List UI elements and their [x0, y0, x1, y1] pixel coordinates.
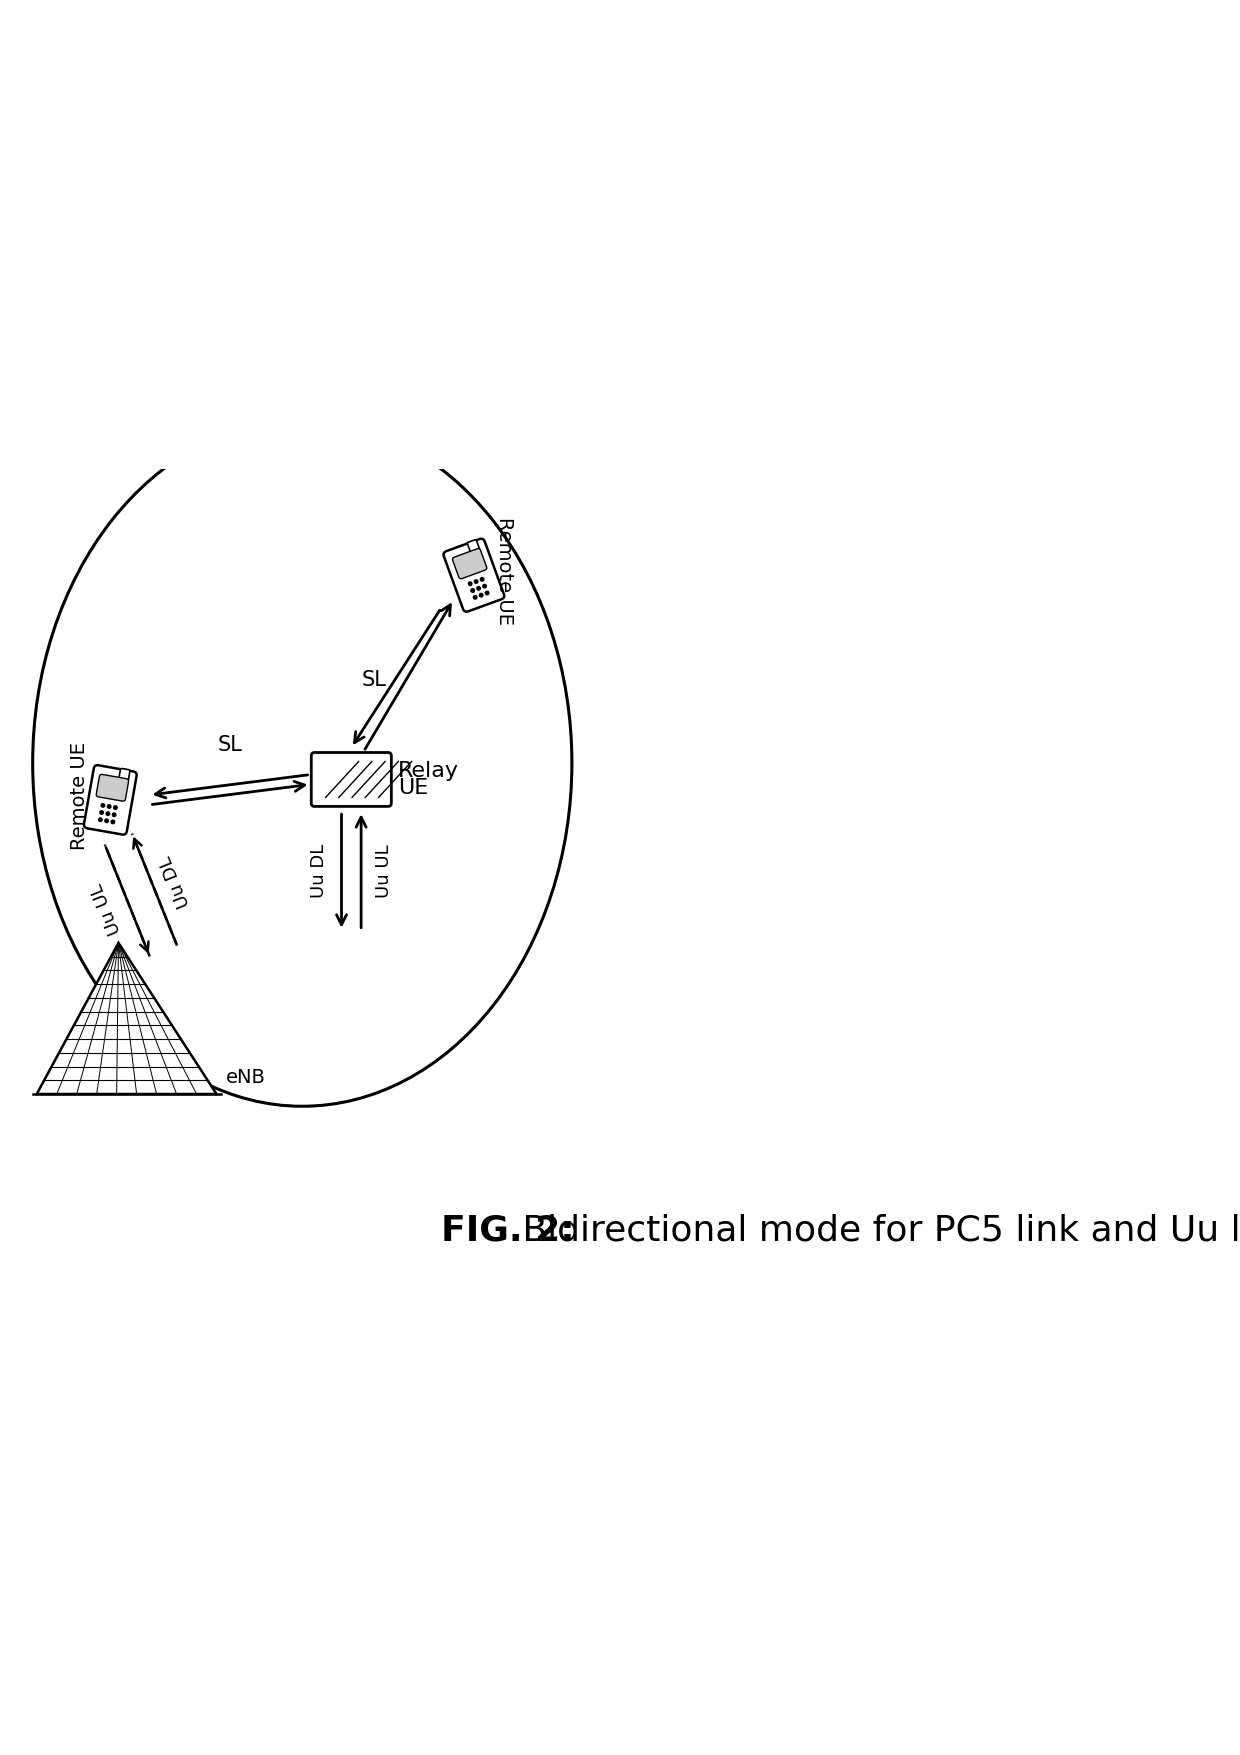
Circle shape: [107, 813, 109, 816]
Circle shape: [102, 804, 104, 807]
Text: Remote UE: Remote UE: [69, 742, 89, 849]
Text: Uu UL: Uu UL: [374, 844, 393, 899]
Text: FIG. 2:: FIG. 2:: [441, 1213, 575, 1248]
Circle shape: [480, 593, 482, 597]
FancyBboxPatch shape: [84, 765, 136, 835]
FancyBboxPatch shape: [444, 539, 505, 612]
Circle shape: [482, 584, 486, 588]
Circle shape: [480, 577, 484, 581]
FancyBboxPatch shape: [467, 541, 480, 553]
Text: UE: UE: [398, 777, 428, 799]
Polygon shape: [37, 942, 217, 1093]
Circle shape: [469, 583, 472, 586]
Circle shape: [112, 820, 114, 823]
FancyBboxPatch shape: [311, 753, 392, 806]
FancyBboxPatch shape: [453, 549, 487, 579]
FancyBboxPatch shape: [119, 769, 130, 781]
Circle shape: [477, 586, 480, 590]
Text: Uu DL: Uu DL: [156, 853, 193, 909]
FancyBboxPatch shape: [97, 774, 129, 802]
Text: Remote UE: Remote UE: [496, 518, 515, 625]
Circle shape: [108, 806, 110, 809]
Circle shape: [113, 813, 115, 816]
Text: Uu DL: Uu DL: [310, 844, 327, 899]
Circle shape: [100, 811, 103, 814]
Circle shape: [114, 806, 117, 809]
Circle shape: [475, 579, 477, 583]
Circle shape: [474, 595, 477, 598]
Circle shape: [99, 818, 102, 821]
Circle shape: [105, 820, 108, 823]
Text: eNB: eNB: [227, 1069, 267, 1086]
Text: Relay: Relay: [398, 762, 459, 781]
Circle shape: [485, 591, 489, 595]
Circle shape: [471, 588, 475, 591]
Text: Bidirectional mode for PC5 link and Uu link: Bidirectional mode for PC5 link and Uu l…: [511, 1213, 1240, 1248]
Text: SL: SL: [361, 670, 386, 690]
Text: SL: SL: [217, 735, 243, 755]
Text: Uu UL: Uu UL: [88, 881, 125, 937]
